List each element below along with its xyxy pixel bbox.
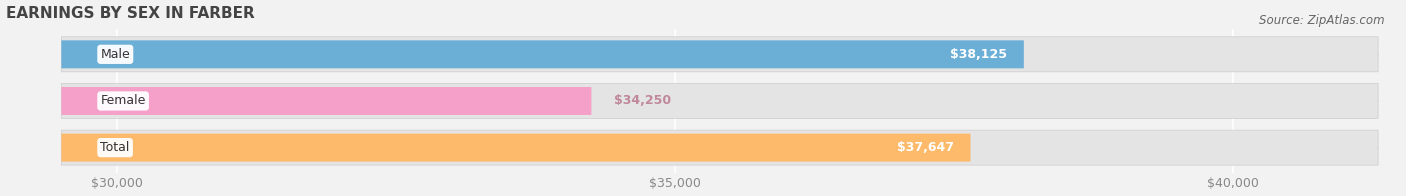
- Text: $37,647: $37,647: [897, 141, 953, 154]
- Text: Male: Male: [100, 48, 131, 61]
- Text: Female: Female: [100, 94, 146, 107]
- FancyBboxPatch shape: [62, 130, 1378, 165]
- Text: EARNINGS BY SEX IN FARBER: EARNINGS BY SEX IN FARBER: [6, 5, 254, 21]
- Text: Total: Total: [100, 141, 129, 154]
- FancyBboxPatch shape: [62, 134, 970, 162]
- FancyBboxPatch shape: [62, 40, 1024, 68]
- FancyBboxPatch shape: [62, 83, 1378, 118]
- Text: $34,250: $34,250: [614, 94, 671, 107]
- FancyBboxPatch shape: [62, 87, 592, 115]
- Text: Source: ZipAtlas.com: Source: ZipAtlas.com: [1260, 14, 1385, 27]
- Text: $38,125: $38,125: [950, 48, 1007, 61]
- FancyBboxPatch shape: [62, 37, 1378, 72]
